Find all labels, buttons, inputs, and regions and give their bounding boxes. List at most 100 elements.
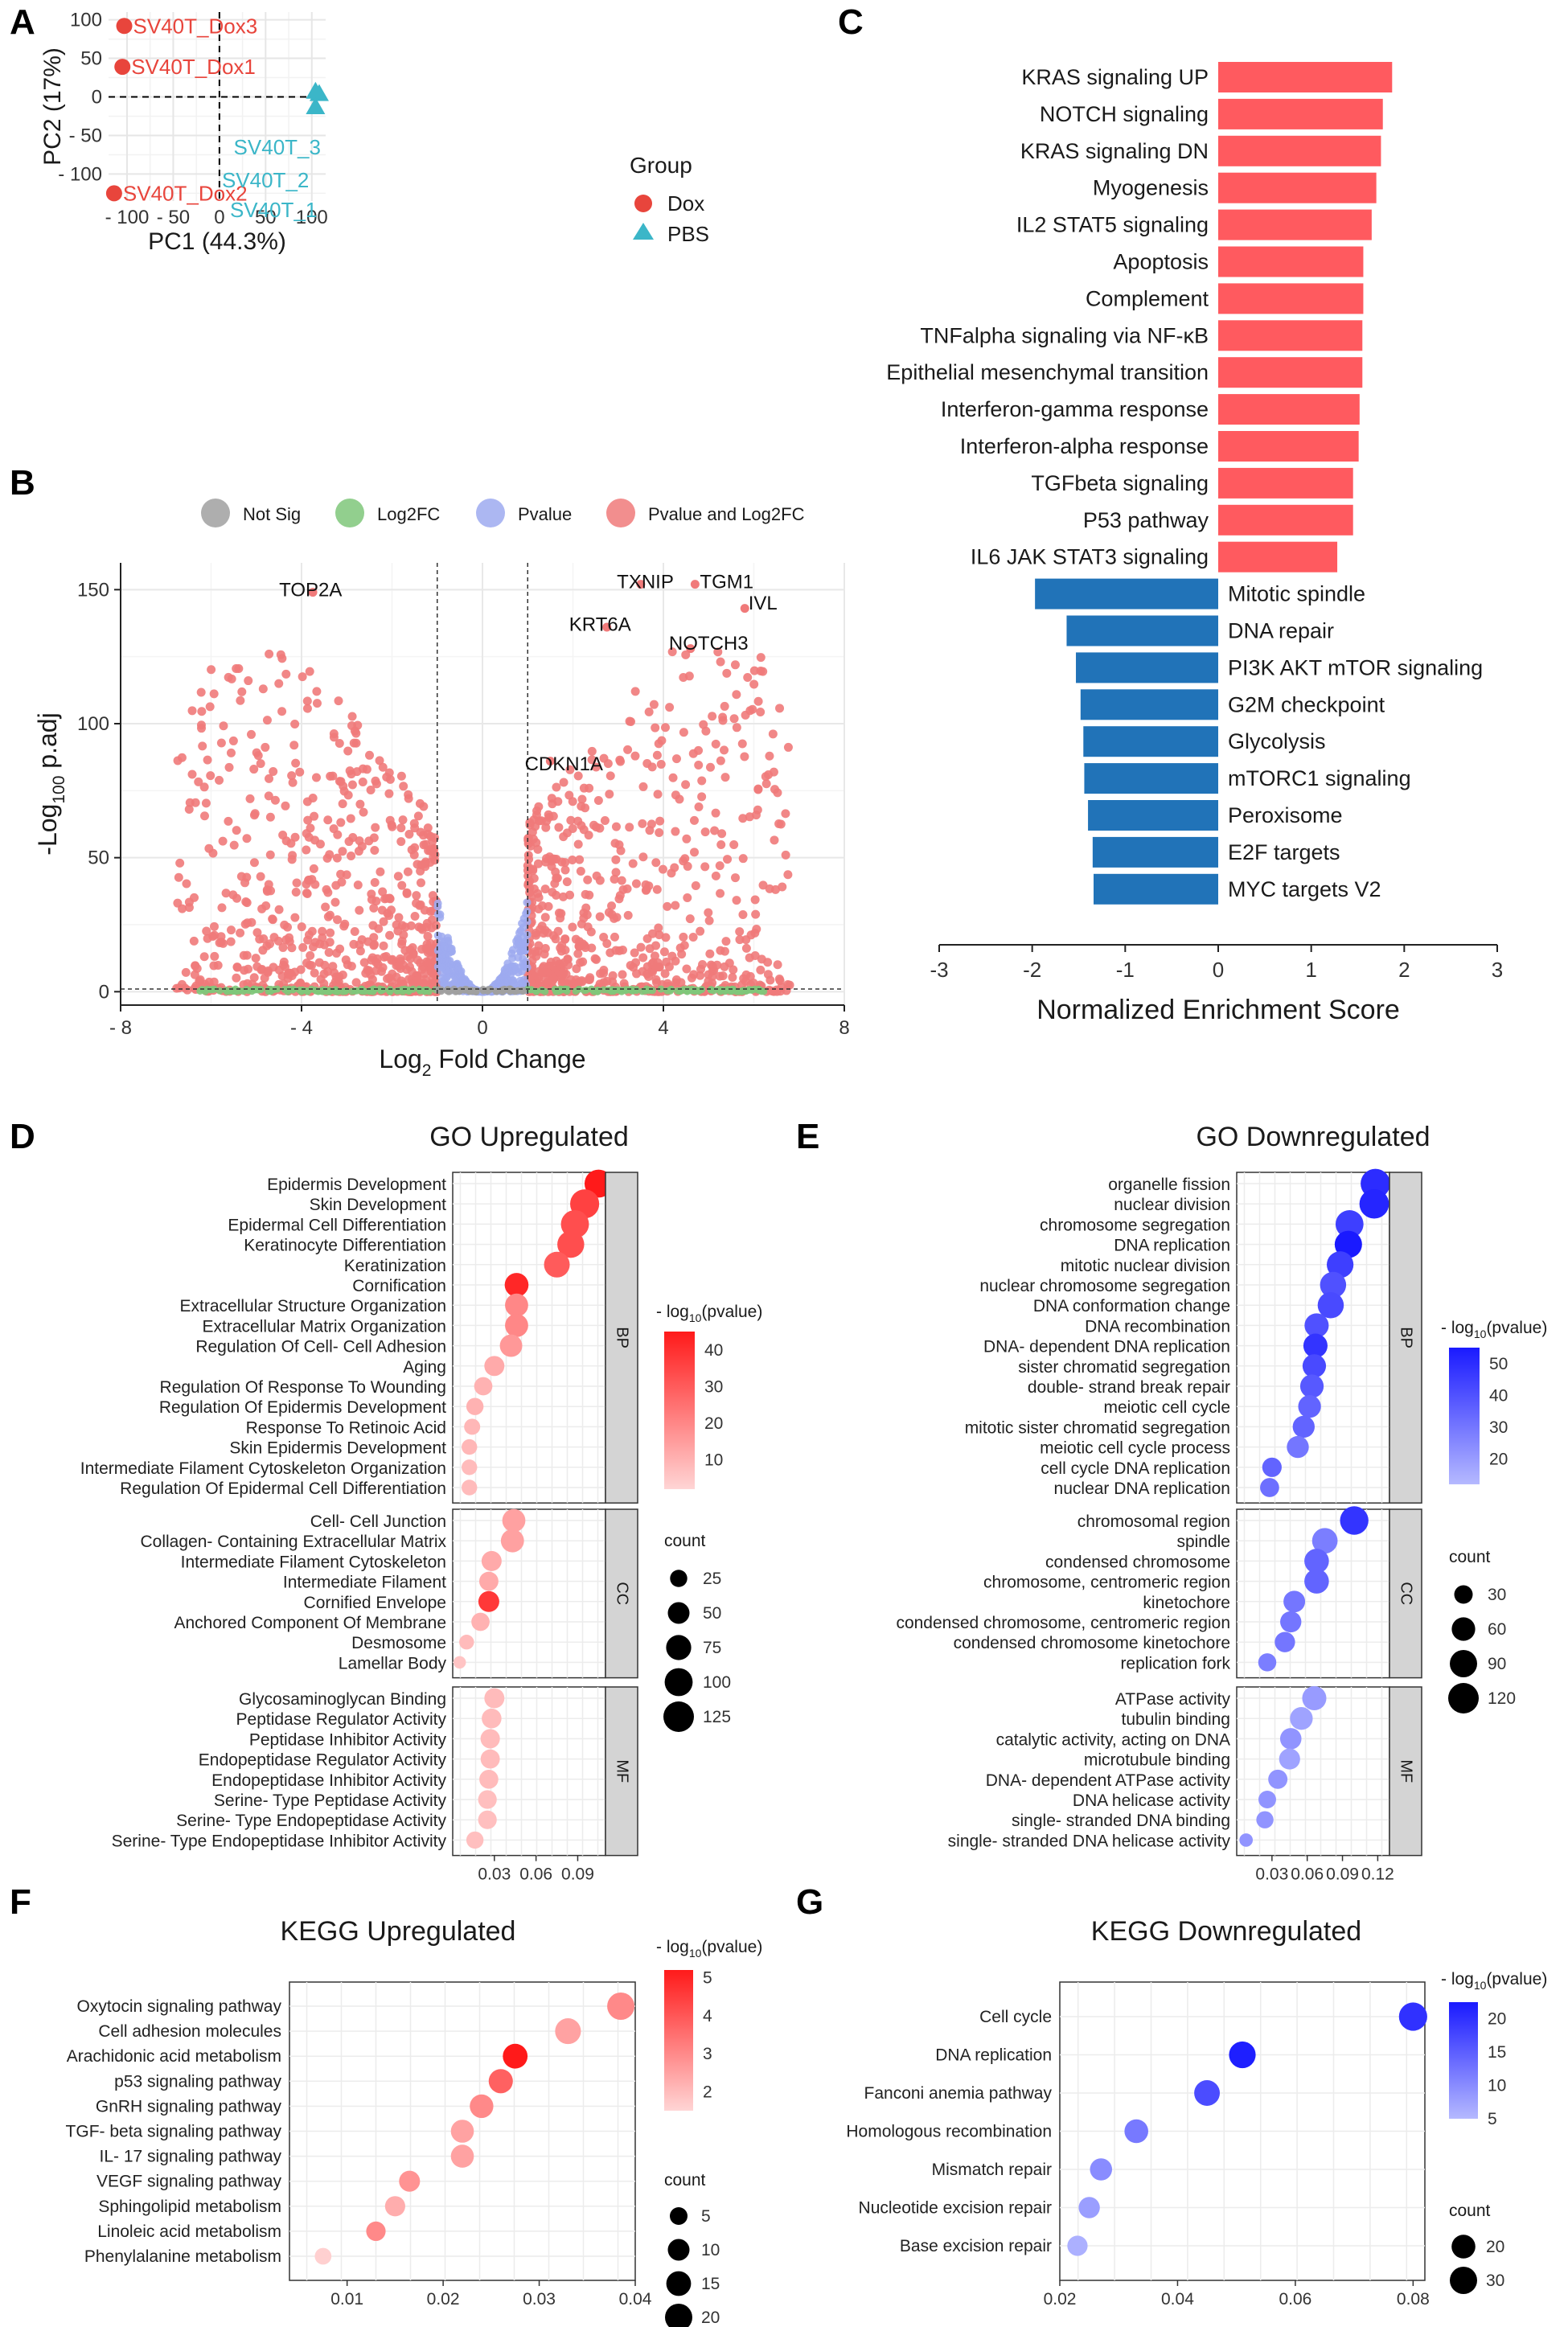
term-dot <box>466 1831 484 1849</box>
volcano-point-ns <box>633 987 641 995</box>
colorbar-tick-label: 20 <box>1489 1450 1508 1468</box>
term-label: Regulation Of Epidermis Development <box>159 1398 446 1417</box>
term-dot <box>1311 1528 1338 1554</box>
term-dot <box>462 1438 478 1455</box>
size-legend-dot <box>665 2304 692 2327</box>
volcano-point-sig <box>595 912 605 921</box>
term-label: Skin Epidermis Development <box>229 1439 446 1458</box>
volcano-point-sig <box>745 953 754 962</box>
colorbar-tick-label: 30 <box>1489 1418 1508 1437</box>
x-tick-label: - 4 <box>290 1017 313 1039</box>
volcano-point-sig <box>638 852 648 862</box>
volcano-point-sig <box>382 893 392 903</box>
volcano-point-sig <box>638 953 648 962</box>
pca-point-pbs <box>306 96 326 114</box>
nes-bar-chart: KRAS signaling UP NOTCH signaling KRAS sig… <box>886 62 1503 1025</box>
term-label: TGF- beta signaling pathway <box>66 2123 282 2141</box>
volcano-point-sig <box>346 814 355 823</box>
term-dot <box>1258 1791 1276 1808</box>
term-label: Desmosome <box>351 1634 446 1652</box>
volcano-point-sig <box>226 925 236 935</box>
volcano-point-sig <box>384 789 394 798</box>
term-dot <box>462 1480 478 1496</box>
volcano-point-ns <box>252 986 260 994</box>
term-label: Aging <box>403 1358 446 1377</box>
term-label: tubulin binding <box>1122 1710 1230 1729</box>
pathway-label: DNA repair <box>1228 619 1334 643</box>
volcano-point-sig <box>764 770 774 779</box>
volcano-point-sig <box>605 790 614 799</box>
volcano-point-sig <box>264 791 273 801</box>
volcano-point-sig <box>748 704 757 714</box>
volcano-point-sig <box>303 815 313 825</box>
volcano-plot: Not Sig Log2FC Pvalue Pvalue and Log2FC TOP2… <box>33 499 850 1080</box>
volcano-point-sig <box>785 980 794 990</box>
volcano-point-sig <box>412 891 421 901</box>
x-tick-label: 0.06 <box>519 1865 552 1884</box>
volcano-point-sig <box>244 676 253 686</box>
volcano-point-sig <box>532 811 541 820</box>
volcano-point-sig <box>206 771 215 781</box>
x-tick-label: 0.03 <box>1255 1865 1288 1884</box>
term-label: Serine- Type Endopeptidase Activity <box>176 1812 446 1830</box>
volcano-point-sig <box>351 738 361 748</box>
pathway-label: TNFalpha signaling via NF-κB <box>920 323 1209 347</box>
volcano-point-sig <box>369 833 379 843</box>
volcano-point-sig <box>763 958 773 967</box>
size-legend-title: count <box>1449 1548 1491 1566</box>
volcano-point-ns <box>379 986 387 994</box>
volcano-point-sig <box>363 937 373 946</box>
nes-bar <box>1218 320 1363 351</box>
volcano-point-sig <box>426 831 436 841</box>
term-label: Epidermal Cell Differentiation <box>228 1216 446 1234</box>
volcano-point-sig <box>688 933 698 942</box>
volcano-point-ns <box>348 987 356 995</box>
volcano-point-sig <box>610 932 619 942</box>
volcano-point-ns <box>284 987 292 995</box>
size-legend-dot <box>667 2239 690 2261</box>
volcano-point-sig <box>533 844 543 854</box>
colorbar-tick-label: 20 <box>1488 2010 1506 2029</box>
volcano-point-sig <box>281 801 290 811</box>
colorbar-tick-label: 5 <box>703 1968 712 1987</box>
volcano-point-sig <box>339 782 348 791</box>
volcano-point-sig <box>667 647 677 657</box>
go-dotplot-D: GO Upregulated Epidermis Development Skin … <box>80 1122 763 1884</box>
volcano-point-sig <box>600 816 610 826</box>
size-legend-title: count <box>1449 2202 1491 2220</box>
colorbar-tick-label: 10 <box>704 1451 723 1470</box>
term-dot <box>1326 1251 1354 1278</box>
volcano-point-sig <box>338 799 347 809</box>
volcano-point-p <box>437 977 446 986</box>
term-dot <box>1340 1506 1369 1535</box>
volcano-point-p <box>507 976 516 985</box>
volcano-point-p <box>433 946 442 955</box>
volcano-point-sig <box>642 934 652 943</box>
panel-letter: E <box>796 1117 819 1156</box>
term-dot <box>1283 1590 1306 1613</box>
panel-letter: F <box>10 1882 31 1922</box>
term-dot <box>482 1708 502 1729</box>
term-dot <box>505 1314 528 1337</box>
colorbar <box>1449 2002 1478 2119</box>
volcano-point-sig <box>351 978 361 987</box>
nes-bar <box>1218 541 1338 573</box>
nes-bar <box>1088 800 1218 831</box>
volcano-point-sig <box>387 955 396 965</box>
volcano-point-sig <box>680 854 690 864</box>
pca-point-label: SV40T_Dox2 <box>123 181 248 205</box>
colorbar-title: - log10(pvalue) <box>656 1303 762 1324</box>
y-axis-title: PC2 (17%) <box>39 47 66 166</box>
volcano-point-sig <box>558 892 568 901</box>
volcano-point-sig <box>396 823 406 833</box>
term-dot <box>471 1612 490 1631</box>
term-dot <box>1335 1210 1364 1238</box>
term-dot <box>453 1656 466 1669</box>
volcano-point-sig <box>630 687 640 696</box>
volcano-point-sig <box>355 799 365 809</box>
x-tick-label: -3 <box>930 958 948 982</box>
volcano-point-sig <box>343 746 353 756</box>
volcano-point-sig <box>711 808 720 818</box>
term-label: chromosome, centromeric region <box>983 1574 1230 1592</box>
volcano-point-ns <box>687 986 695 994</box>
